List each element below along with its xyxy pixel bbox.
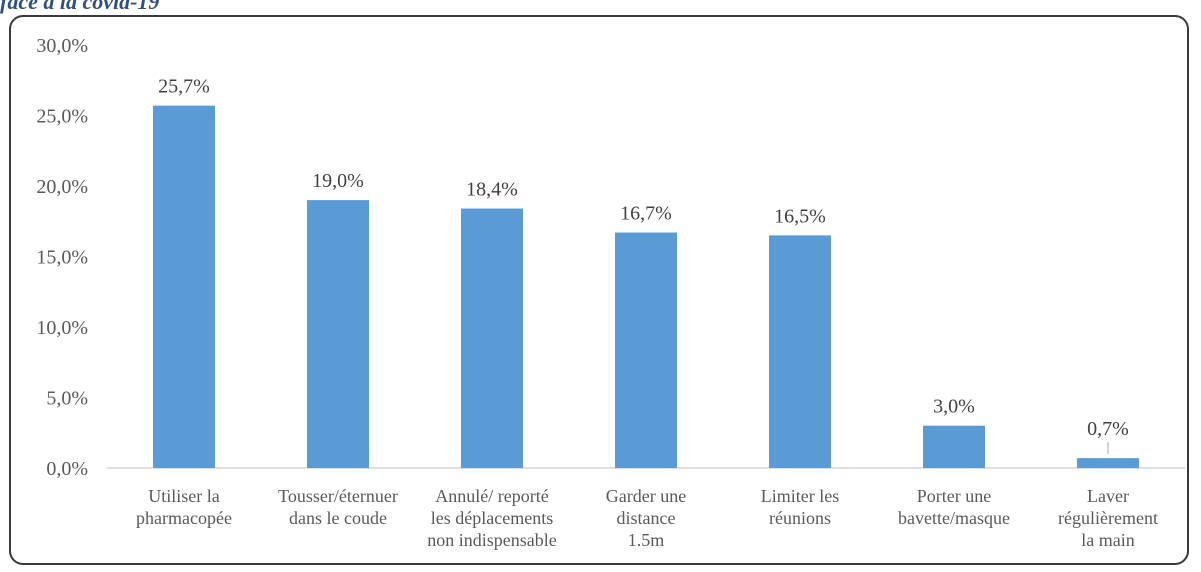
data-label: 0,7% — [1087, 418, 1129, 440]
bars — [153, 105, 1139, 468]
category-label: Laver régulièrement la main — [1058, 486, 1158, 550]
category-label: Porter une bavette/masque — [898, 486, 1010, 528]
y-tick-label: 0,0% — [46, 458, 88, 480]
data-label: 25,7% — [158, 76, 210, 98]
y-tick-label: 10,0% — [36, 317, 88, 339]
y-tick-label: 25,0% — [36, 106, 88, 128]
data-label: 19,0% — [312, 170, 364, 192]
bar — [461, 208, 523, 468]
bar — [1077, 458, 1139, 468]
category-label: Garder une distance 1.5m — [606, 486, 686, 550]
data-label: 16,7% — [620, 203, 672, 225]
category-label: Tousser/éternuer dans le coude — [278, 486, 398, 528]
bar — [615, 232, 677, 468]
category-label: Annulé/ reporté les déplacements non indis… — [427, 486, 556, 550]
y-tick-label: 30,0% — [36, 35, 88, 57]
figure-caption: face à la covid-19 — [0, 0, 160, 14]
data-label: 3,0% — [933, 396, 975, 418]
y-tick-label: 15,0% — [36, 247, 88, 269]
y-axis: 0,0% 5,0% 10,0% 15,0% 20,0% 25,0% 30,0% — [36, 35, 88, 480]
data-labels: 25,7% 19,0% 18,4% 16,7% 16,5% 3,0% 0,7% — [158, 76, 1129, 455]
category-labels: Utiliser la pharmacopée Tousser/éternuer da… — [136, 486, 1158, 550]
data-label: 18,4% — [466, 179, 518, 201]
bar — [923, 425, 985, 468]
y-tick-label: 5,0% — [46, 388, 88, 410]
category-label: Limiter les réunions — [761, 486, 839, 528]
bar — [769, 235, 831, 468]
data-label: 16,5% — [774, 205, 826, 227]
y-tick-label: 20,0% — [36, 176, 88, 198]
bar — [153, 105, 215, 468]
bar — [307, 200, 369, 468]
category-label: Utiliser la pharmacopée — [136, 486, 232, 528]
